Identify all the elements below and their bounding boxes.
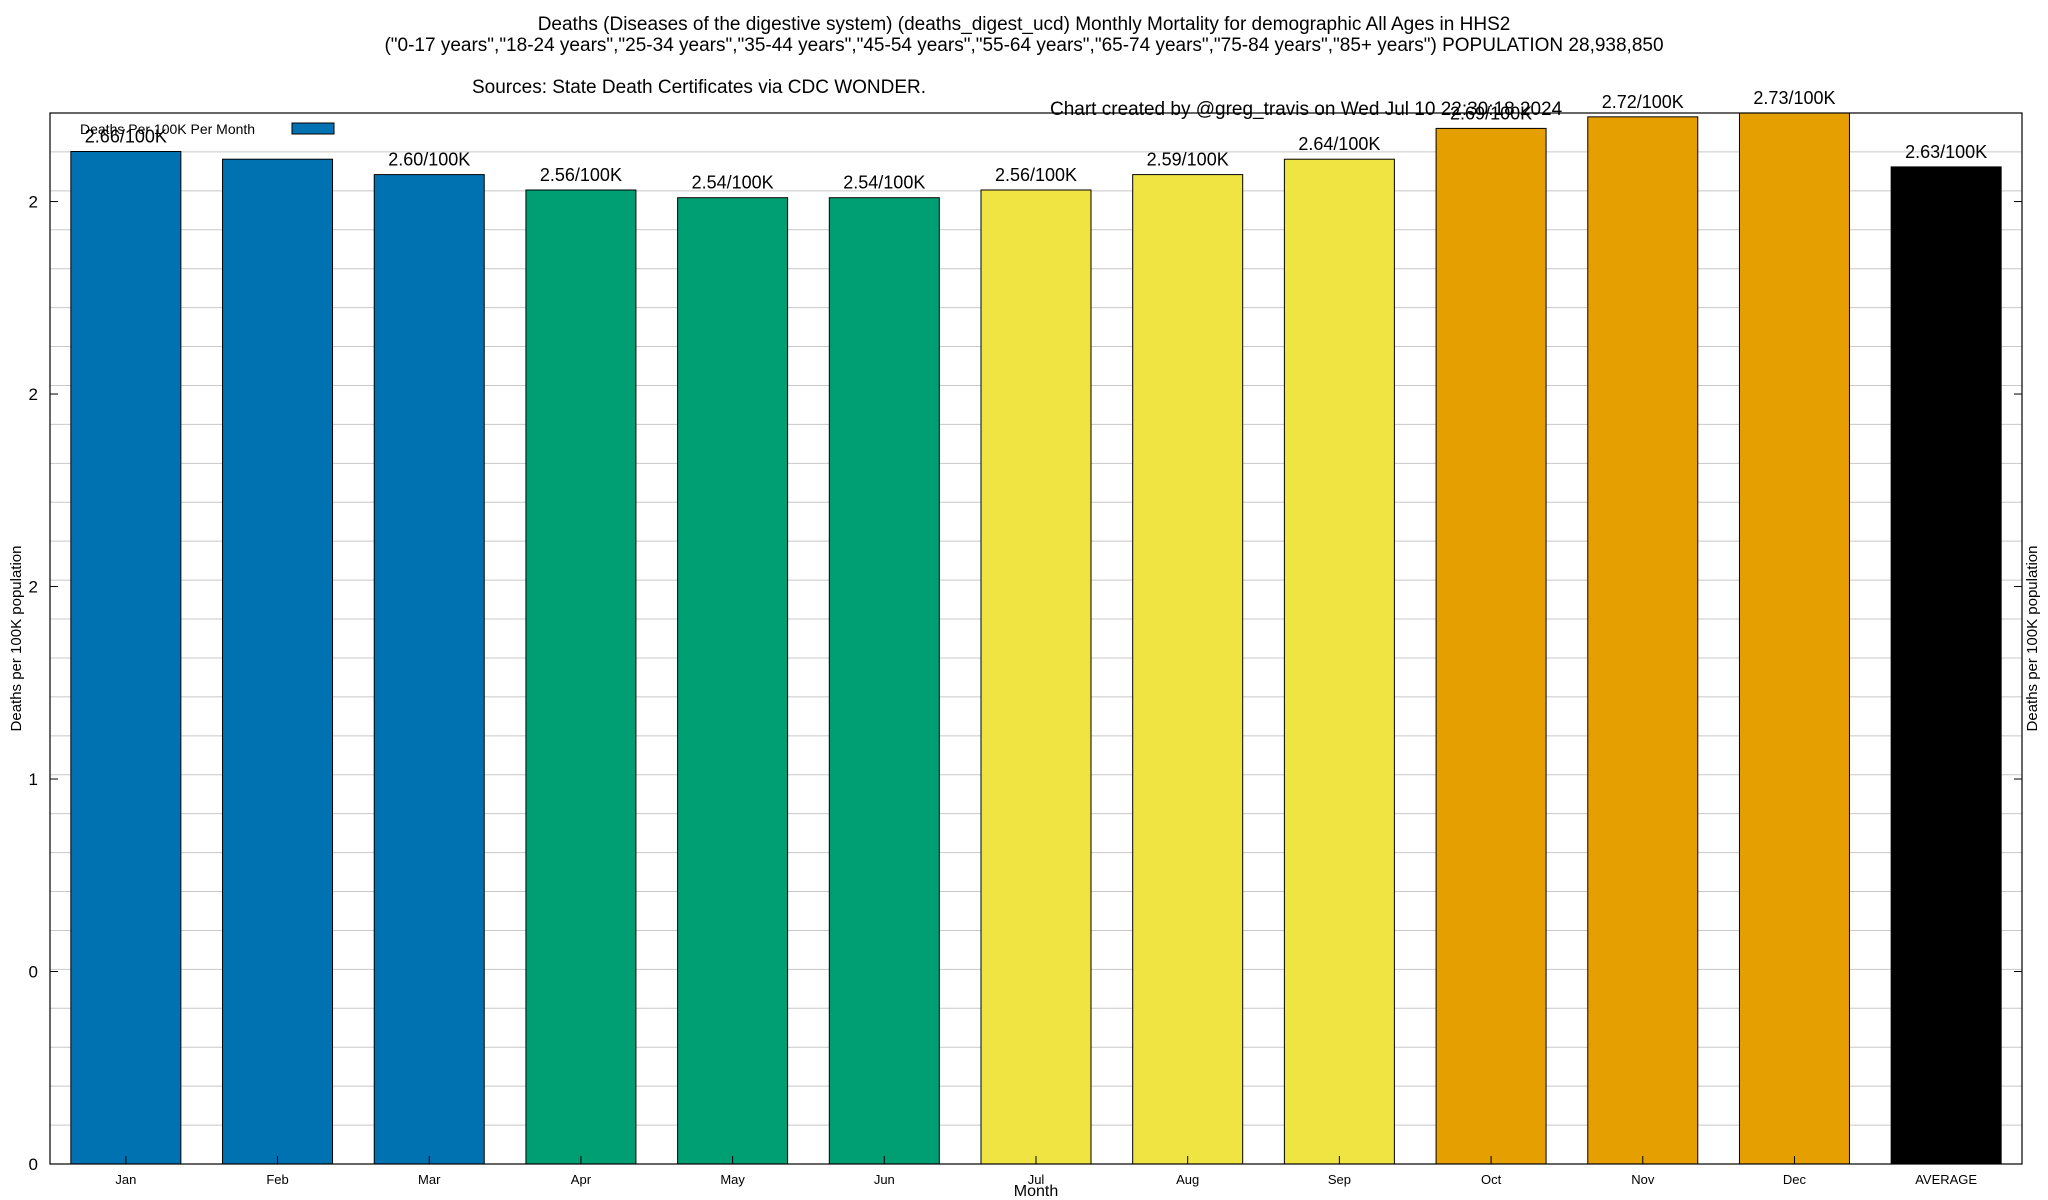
data-label: 2.60/100K <box>388 150 470 170</box>
x-tick-label: AVERAGE <box>1915 1172 1977 1187</box>
bar-apr <box>525 189 637 1165</box>
x-tick-label: Mar <box>418 1172 441 1187</box>
data-label: 2.54/100K <box>692 173 774 193</box>
chart-source-line: Sources: State Death Certificates via CD… <box>0 55 2048 143</box>
chart-title: Deaths (Diseases of the digestive system… <box>537 14 1511 35</box>
data-label: 2.56/100K <box>995 165 1077 185</box>
y-axis-label: Deaths per 100K population <box>8 546 25 732</box>
chart-credit: Chart created by @greg_travis on Wed Jul… <box>1050 99 1563 120</box>
chart-subtitle: ("0-17 years","18-24 years","25-34 years… <box>384 35 1664 56</box>
data-label: 2.73/100K <box>1753 88 1835 108</box>
bar-nov <box>1587 116 1699 1165</box>
y-tick-label: 2 <box>29 578 38 597</box>
bar-jun <box>828 197 940 1165</box>
bar-oct <box>1435 127 1547 1165</box>
bar-aug <box>1132 174 1244 1165</box>
data-label: 2.56/100K <box>540 165 622 185</box>
chart-source: Sources: State Death Certificates via CD… <box>472 77 927 98</box>
y-tick-label: 2 <box>29 193 38 212</box>
data-label: 2.64/100K <box>1298 134 1380 154</box>
data-label: 2.63/100K <box>1905 142 1987 162</box>
bar-average <box>1890 166 2002 1165</box>
y-tick-label: 2 <box>29 385 38 404</box>
legend-label: Deaths Per 100K Per Month <box>80 121 255 137</box>
bar-may <box>677 197 789 1165</box>
x-tick-label: Sep <box>1328 1172 1351 1187</box>
data-label: 2.66/100K <box>85 126 167 146</box>
data-label: 2.59/100K <box>1147 150 1229 170</box>
x-tick-label: Jul <box>1028 1172 1045 1187</box>
x-tick-label: Jun <box>874 1172 895 1187</box>
bar-dec <box>1738 112 1850 1165</box>
x-tick-label: May <box>720 1172 745 1187</box>
y-tick-label: 0 <box>29 963 38 982</box>
y2-axis-label: Deaths per 100K population <box>2024 546 2041 732</box>
x-tick-label: Jan <box>115 1172 136 1187</box>
x-tick-label: Aug <box>1176 1172 1199 1187</box>
y-tick-label: 0 <box>29 1155 38 1174</box>
legend-swatch <box>291 122 335 135</box>
x-tick-label: Feb <box>266 1172 288 1187</box>
y-tick-label: 1 <box>29 770 38 789</box>
bar-sep <box>1283 158 1395 1165</box>
x-tick-label: Dec <box>1783 1172 1807 1187</box>
bar-mar <box>373 174 485 1165</box>
bar-jan <box>70 150 182 1165</box>
plot-frame <box>49 112 2023 1165</box>
bar-jul <box>980 189 1092 1165</box>
data-label: 2.54/100K <box>843 173 925 193</box>
x-tick-label: Nov <box>1631 1172 1655 1187</box>
x-axis-label: Month <box>1014 1183 1058 1200</box>
data-label: 2.72/100K <box>1602 92 1684 112</box>
x-tick-label: Oct <box>1481 1172 1502 1187</box>
bar-feb <box>222 158 334 1165</box>
x-tick-label: Apr <box>571 1172 592 1187</box>
